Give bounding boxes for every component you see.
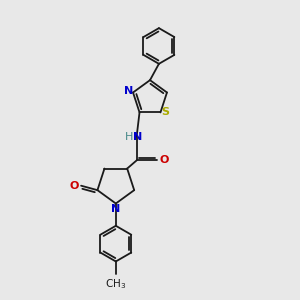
Text: S: S [161,107,169,117]
Text: N: N [124,86,133,96]
Text: CH$_3$: CH$_3$ [105,278,126,291]
Text: O: O [70,181,79,191]
Text: N: N [111,204,120,214]
Text: H: H [125,132,133,142]
Text: O: O [159,155,169,165]
Text: N: N [134,132,143,142]
